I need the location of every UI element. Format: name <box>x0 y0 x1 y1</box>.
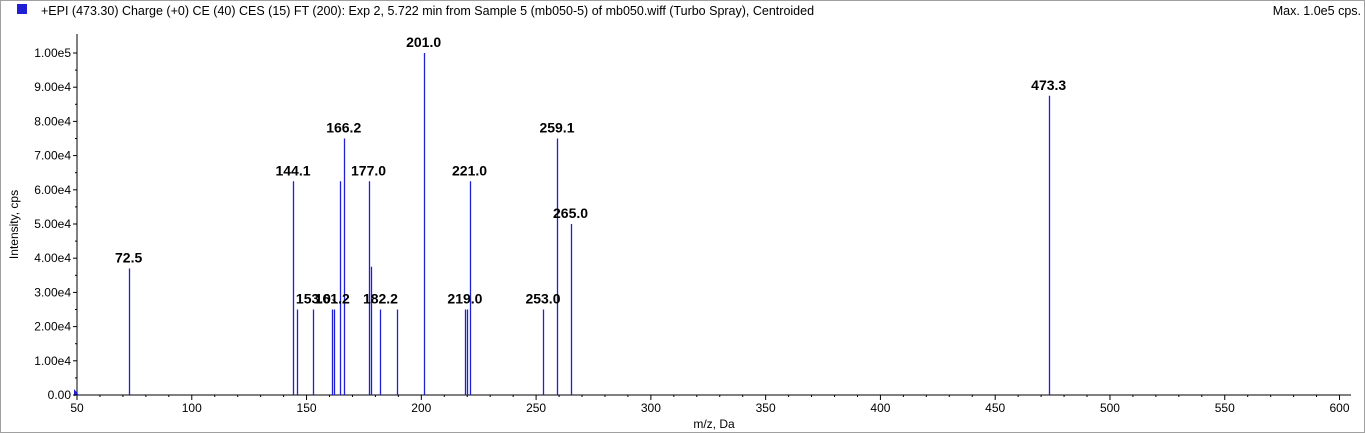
max-intensity-label: Max. 1.0e5 cps. <box>1272 4 1361 18</box>
x-tick-label: 50 <box>70 401 84 415</box>
x-tick-label: 100 <box>182 401 202 415</box>
legend-swatch <box>17 4 27 14</box>
x-tick-label: 550 <box>1215 401 1235 415</box>
x-tick-label: 450 <box>985 401 1005 415</box>
y-tick-label: 2.00e4 <box>34 320 71 334</box>
peak-label: 166.2 <box>326 120 361 136</box>
x-axis-label: m/z, Da <box>693 417 735 431</box>
peak-label: 253.0 <box>525 291 560 307</box>
peak-label: 161.2 <box>315 291 350 307</box>
y-tick-label: 9.00e4 <box>34 80 71 94</box>
peak-label: 201.0 <box>406 34 441 50</box>
y-tick-label: 8.00e4 <box>34 114 71 128</box>
axes: 0.00 1.00e4 2.00e4 3.00e4 4.00e4 5.00e4 6.00e4… <box>34 34 1351 415</box>
y-tick-label: 7.00e4 <box>34 149 71 163</box>
peak-label: 259.1 <box>539 120 574 136</box>
peak-label: 219.0 <box>447 291 482 307</box>
y-tick-label: 3.00e4 <box>34 285 71 299</box>
x-tick-label: 250 <box>526 401 546 415</box>
x-tick-label: 600 <box>1330 401 1350 415</box>
y-tick-label: 1.00e4 <box>34 354 71 368</box>
peak-label: 153.0 <box>296 291 331 307</box>
x-tick-label: 350 <box>756 401 776 415</box>
y-tick-label: 0.00 <box>48 388 72 402</box>
x-tick-label: 200 <box>411 401 431 415</box>
y-tick-label: 5.00e4 <box>34 217 71 231</box>
peak-label: 265.0 <box>553 205 588 221</box>
y-tick-label: 1.00e5 <box>34 46 71 60</box>
x-tick-label: 300 <box>641 401 661 415</box>
peak-label: 144.1 <box>275 162 310 178</box>
x-tick-label: 150 <box>297 401 317 415</box>
axis-origin-marker <box>74 389 79 396</box>
label-leader-line <box>332 299 338 304</box>
peak-label: 177.0 <box>351 162 386 178</box>
chart-title: +EPI (473.30) Charge (+0) CE (40) CES (1… <box>41 4 815 18</box>
x-tick-label: 500 <box>1100 401 1120 415</box>
peak-label: 72.5 <box>115 249 142 265</box>
y-axis-label: Intensity, cps <box>7 190 21 259</box>
peak-label: 182.2 <box>363 291 398 307</box>
peak-label: 473.3 <box>1031 77 1066 93</box>
y-tick-label: 4.00e4 <box>34 251 71 265</box>
peaks <box>128 53 1051 395</box>
x-tick-label: 400 <box>870 401 890 415</box>
peak-label: 221.0 <box>452 162 487 178</box>
y-tick-label: 6.00e4 <box>34 183 71 197</box>
